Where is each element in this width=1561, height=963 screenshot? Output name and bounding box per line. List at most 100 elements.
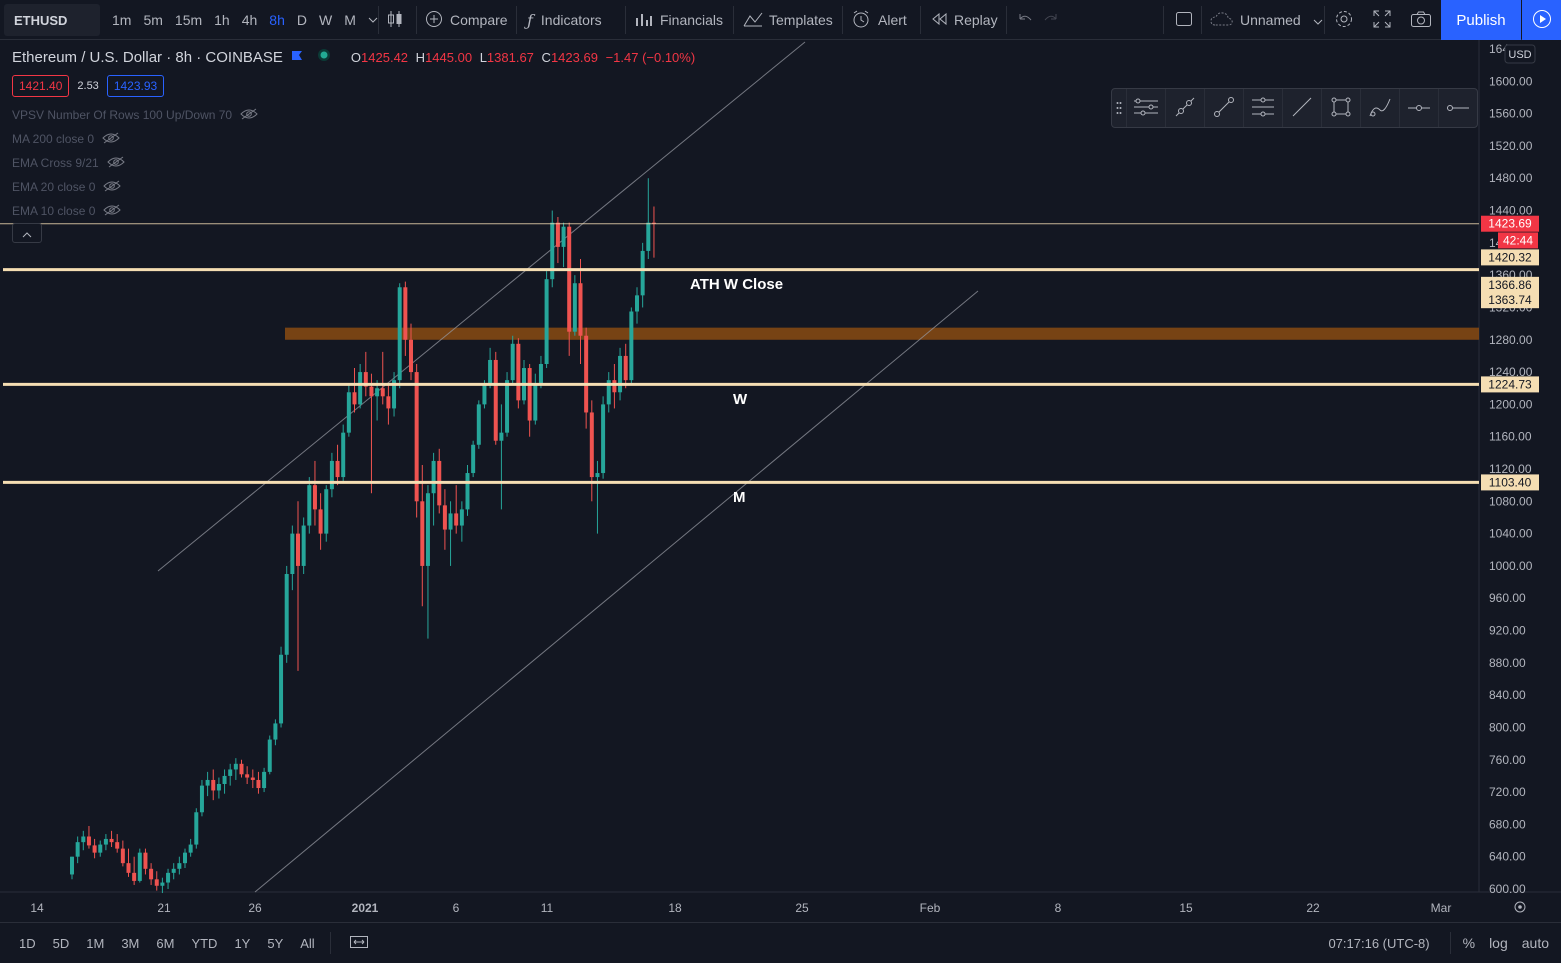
candle	[318, 493, 323, 550]
range-all[interactable]: All	[300, 935, 315, 951]
financials-button[interactable]: Financials	[635, 0, 723, 40]
trend-line-tool-button[interactable]	[1165, 89, 1204, 127]
interval-15m[interactable]: 15m	[174, 12, 203, 28]
price-tick-label: 1000.00	[1489, 559, 1533, 573]
range-1m[interactable]: 1M	[86, 935, 105, 951]
interval-1h[interactable]: 1h	[214, 12, 230, 28]
layout-name-button[interactable]: Unnamed	[1210, 0, 1323, 40]
candle-body	[143, 852, 148, 869]
chart-canvas[interactable]: ATH W Close W M 600.00 640.00 680.00 720.00…	[0, 40, 1561, 922]
symbol-search-button[interactable]: ETHUSD	[4, 4, 100, 36]
price-label-box	[1481, 215, 1539, 232]
candle	[561, 222, 566, 268]
price-axis-label[interactable]: 1224.73	[1481, 376, 1539, 393]
replay-button[interactable]: Replay	[931, 0, 998, 40]
indicator-ma200[interactable]: MA 200 close 0	[12, 127, 695, 151]
price-axis-label[interactable]: 42:44	[1498, 232, 1538, 249]
templates-button[interactable]: Templates	[743, 0, 833, 40]
range-ytd[interactable]: YTD	[191, 935, 218, 951]
buy-price-button[interactable]: 1423.93	[106, 75, 165, 97]
price-axis[interactable]	[1479, 40, 1561, 892]
log-scale-toggle[interactable]: log	[1489, 935, 1508, 951]
interval-8h[interactable]: 8h	[269, 12, 285, 28]
range-5y[interactable]: 5Y	[267, 935, 284, 951]
flag-icon[interactable]	[291, 49, 303, 66]
price-axis-label[interactable]: 1423.69	[1481, 215, 1539, 232]
indicator-ema-cross[interactable]: EMA Cross 9/21	[12, 151, 695, 175]
range-5d[interactable]: 5D	[52, 935, 70, 951]
range-1d[interactable]: 1D	[19, 935, 36, 951]
indicators-button[interactable]: ƒ Indicators	[527, 0, 602, 40]
goto-date-button[interactable]	[349, 934, 369, 953]
play-button[interactable]	[1522, 0, 1561, 40]
lower-channel-line[interactable]	[254, 290, 979, 893]
undo-button[interactable]	[1017, 0, 1033, 40]
price-axis-label[interactable]: 1366.86	[1481, 276, 1539, 293]
eye-hidden-icon[interactable]	[240, 108, 258, 123]
candle-body	[448, 513, 453, 530]
symbol-description[interactable]: Ethereum / U.S. Dollar · 8h · COINBASE	[12, 48, 283, 66]
eye-hidden-icon[interactable]	[106, 156, 125, 171]
percent-scale-toggle[interactable]: %	[1462, 935, 1476, 951]
candle	[640, 242, 645, 308]
channel-tool-button[interactable]	[1243, 89, 1282, 127]
eye-hidden-icon[interactable]	[103, 204, 122, 219]
redo-button[interactable]	[1043, 0, 1059, 40]
interval-m[interactable]: M	[344, 12, 356, 28]
range-6m[interactable]: 6M	[156, 935, 175, 951]
interval-1m[interactable]: 1m	[112, 12, 132, 28]
candle-body	[471, 444, 476, 474]
eye-hidden-icon[interactable]	[102, 132, 120, 147]
collapse-legend-button[interactable]	[12, 223, 42, 243]
sell-price-button[interactable]: 1421.40	[12, 75, 70, 97]
chart-pane[interactable]	[0, 40, 1479, 892]
range-3m[interactable]: 3M	[121, 935, 140, 951]
auto-scale-toggle[interactable]: auto	[1521, 935, 1549, 951]
price-tick-label: 960.00	[1489, 591, 1526, 605]
interval-4h[interactable]: 4h	[241, 12, 258, 28]
annotation-w[interactable]: W	[733, 391, 748, 408]
ray-tool-button[interactable]	[1204, 89, 1243, 127]
calendar-range-icon	[349, 934, 369, 953]
price-axis-label[interactable]: 1103.40	[1481, 474, 1539, 491]
horizontal-ray-tool-button[interactable]	[1399, 89, 1438, 127]
fullscreen-toggle-button[interactable]	[1175, 0, 1193, 40]
publish-button[interactable]: Publish	[1441, 0, 1521, 40]
indicator-ema10[interactable]: EMA 10 close 0	[12, 199, 695, 223]
price-axis-label[interactable]: 1420.32	[1481, 249, 1539, 266]
candle-body	[459, 509, 464, 526]
candle-body	[454, 513, 459, 526]
time-tick-label: 2021	[352, 901, 379, 915]
settings-button[interactable]	[1334, 0, 1354, 40]
price-axis-label[interactable]: 1363.74	[1481, 292, 1539, 309]
drag-handle-icon[interactable]	[1112, 89, 1126, 127]
axis-settings-icon[interactable]	[1514, 901, 1526, 913]
candle	[154, 871, 159, 891]
range-1y[interactable]: 1Y	[234, 935, 251, 951]
annotation-ath-w-close[interactable]: ATH W Close	[690, 276, 783, 293]
price-label-box	[1481, 376, 1539, 393]
currency-badge[interactable]	[1504, 44, 1536, 64]
pitchfork-tool-button[interactable]	[1126, 89, 1165, 127]
resistance-zone[interactable]	[285, 327, 1479, 340]
rectangle-tool-button[interactable]	[1321, 89, 1360, 127]
indicator-ema20[interactable]: EMA 20 close 0	[12, 175, 695, 199]
brush-tool-button[interactable]	[1360, 89, 1399, 127]
interval-d[interactable]: D	[296, 12, 307, 28]
clock-display[interactable]: 07:17:16 (UTC-8)	[1328, 935, 1430, 951]
compare-button[interactable]: Compare	[425, 0, 508, 40]
line-tool-button[interactable]	[1282, 89, 1321, 127]
eye-hidden-icon[interactable]	[103, 180, 122, 195]
chart-type-button[interactable]	[386, 0, 408, 40]
candle	[623, 343, 628, 389]
snapshot-button[interactable]	[1410, 0, 1432, 40]
interval-5m[interactable]: 5m	[143, 12, 163, 28]
alert-button[interactable]: Alert	[851, 0, 907, 40]
horizontal-line-tool-button[interactable]	[1438, 89, 1477, 127]
chevron-down-icon[interactable]	[368, 17, 378, 23]
annotation-m[interactable]: M	[733, 489, 746, 506]
indicator-vpsv[interactable]: VPSV Number Of Rows 100 Up/Down 70	[12, 103, 695, 127]
interval-w[interactable]: W	[319, 12, 333, 28]
candle-body	[132, 872, 137, 881]
fullscreen-button[interactable]	[1373, 0, 1391, 40]
